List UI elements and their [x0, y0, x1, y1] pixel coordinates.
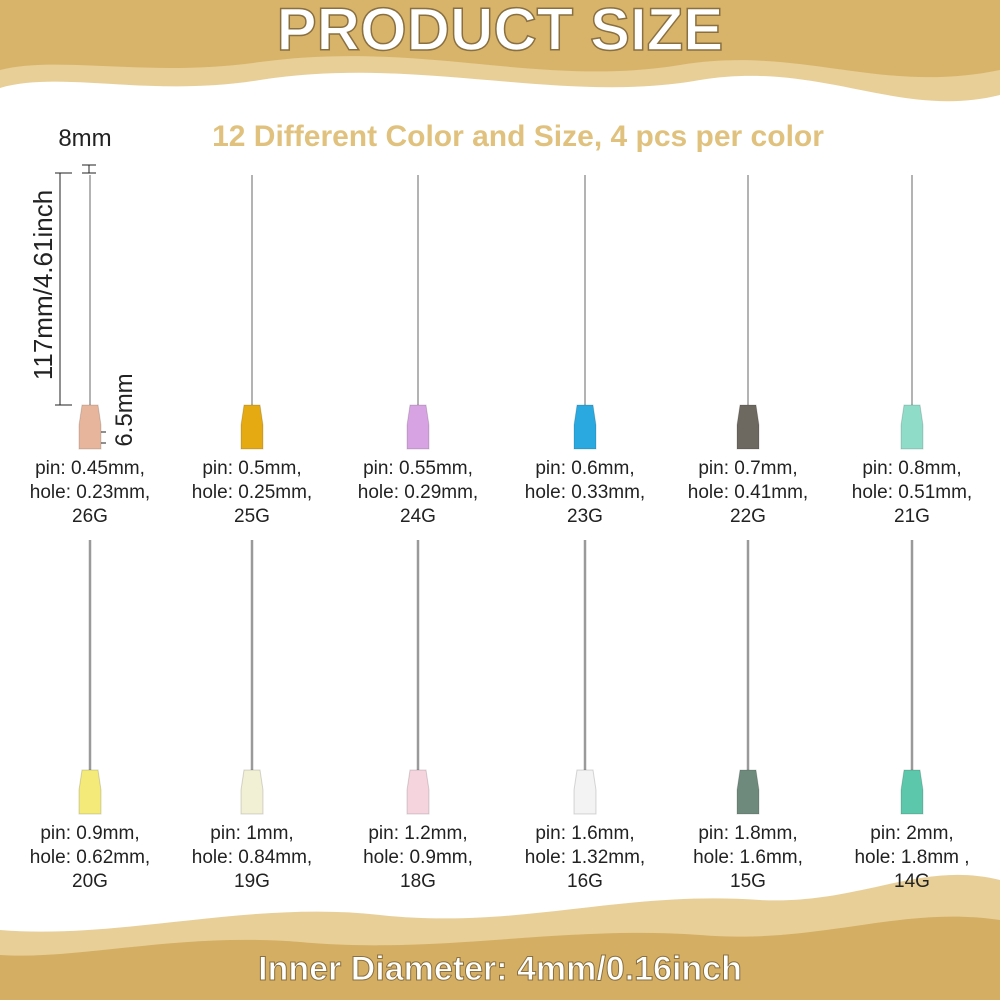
needle-hub	[573, 769, 597, 815]
needle-gauge: 24G	[400, 506, 436, 527]
needle-gauge: 19G	[234, 871, 270, 892]
needle-pin: pin: 2mm,	[870, 823, 953, 844]
needle-hub	[240, 404, 264, 450]
needle-hub	[573, 404, 597, 450]
needle-hole: hole: 1.6mm,	[693, 847, 803, 868]
needle-pin: pin: 0.5mm,	[202, 458, 301, 479]
needle-pin: pin: 0.7mm,	[698, 458, 797, 479]
needle-hole: hole: 0.62mm,	[30, 847, 150, 868]
length-dimension: 117mm/4.61inch	[28, 190, 58, 380]
needle-gauge: 20G	[72, 871, 108, 892]
needle-hole: hole: 0.9mm,	[363, 847, 473, 868]
needle-hole: hole: 0.25mm,	[192, 482, 312, 503]
needle-pin: pin: 0.45mm,	[35, 458, 145, 479]
needle-gauge: 22G	[730, 506, 766, 527]
needle-pin: pin: 0.6mm,	[535, 458, 634, 479]
needle-gauge: 16G	[567, 871, 603, 892]
needle-pin: pin: 0.8mm,	[862, 458, 961, 479]
top-band-dark	[0, 0, 1000, 78]
needle-hub	[736, 769, 760, 815]
needle-hub	[78, 769, 102, 815]
bottom-band-dark	[0, 916, 1000, 1000]
needle-gauge: 15G	[730, 871, 766, 892]
needle-pin: pin: 1mm,	[210, 823, 293, 844]
needle-pin: pin: 0.55mm,	[363, 458, 473, 479]
needle-pin: pin: 1.8mm,	[698, 823, 797, 844]
needle-hub	[240, 769, 264, 815]
needle-hole: hole: 1.32mm,	[525, 847, 645, 868]
footer-text: Inner Diameter: 4mm/0.16inch	[258, 950, 742, 988]
needle-hole: hole: 0.23mm,	[30, 482, 150, 503]
needle-hub	[406, 769, 430, 815]
tip-dimension: 8mm	[58, 125, 111, 152]
needle-pin: pin: 0.9mm,	[40, 823, 139, 844]
needle-gauge: 14G	[894, 871, 930, 892]
needle-hole: hole: 0.33mm,	[525, 482, 645, 503]
needle-pin: pin: 1.6mm,	[535, 823, 634, 844]
hub-dimension: 6.5mm	[111, 373, 138, 446]
needle-gauge: 26G	[72, 506, 108, 527]
needle-gauge: 18G	[400, 871, 436, 892]
needle-hub	[900, 769, 924, 815]
needle-hub	[736, 404, 760, 450]
needle-hub	[900, 404, 924, 450]
needle-hole: hole: 1.8mm ,	[854, 847, 969, 868]
needle-gauge: 25G	[234, 506, 270, 527]
needle-hole: hole: 0.51mm,	[852, 482, 972, 503]
needle-hole: hole: 0.41mm,	[688, 482, 808, 503]
needle-hub	[78, 404, 102, 450]
needle-gauge: 23G	[567, 506, 603, 527]
needle-gauge: 21G	[894, 506, 930, 527]
subtitle: 12 Different Color and Size, 4 pcs per c…	[212, 120, 824, 153]
needle-hole: hole: 0.84mm,	[192, 847, 312, 868]
needle-hole: hole: 0.29mm,	[358, 482, 478, 503]
needle-pin: pin: 1.2mm,	[368, 823, 467, 844]
title: PRODUCT SIZE	[277, 0, 724, 63]
needle-hub	[406, 404, 430, 450]
